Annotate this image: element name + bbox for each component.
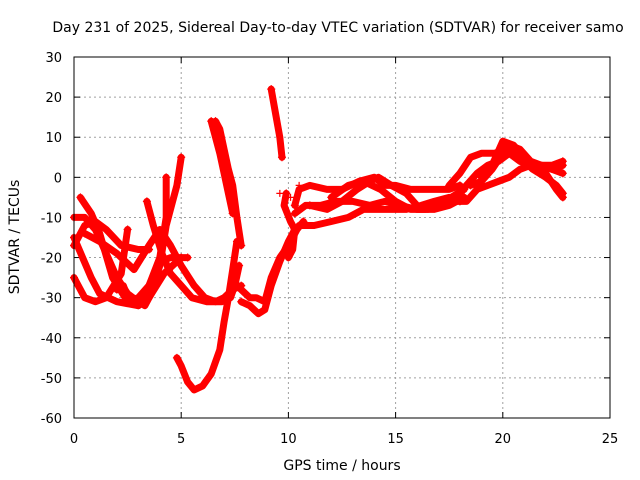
data-point [207, 117, 216, 126]
plot-frame [73, 56, 611, 419]
y-tick-label: -10 [41, 211, 62, 226]
x-axis-ticks: 0 5 10 15 20 25 [70, 57, 618, 447]
y-axis-label: SDTVAR / TECUs [7, 180, 23, 295]
data-point [558, 193, 567, 202]
data-point [466, 181, 475, 190]
data-trace [207, 117, 237, 217]
data-point [142, 197, 151, 206]
data-point [228, 209, 237, 218]
y-tick-label: -30 [41, 292, 62, 307]
x-tick-label: 15 [387, 432, 404, 447]
data-point [177, 153, 186, 162]
y-tick-label: -20 [41, 252, 62, 267]
data-point [237, 297, 246, 306]
data-trace [70, 234, 185, 310]
data-trace [237, 226, 299, 318]
data-point [290, 209, 299, 218]
data-point [277, 153, 286, 162]
y-tick-label: 20 [45, 91, 62, 106]
data-trace [70, 226, 132, 306]
data-point [183, 253, 192, 262]
data-point [327, 193, 336, 202]
data-trace [280, 189, 299, 262]
data-point [162, 173, 171, 182]
data-point [267, 85, 276, 94]
y-tick-label: 30 [45, 51, 62, 66]
grid [74, 57, 610, 418]
data-point [290, 201, 299, 210]
data-point [295, 221, 304, 230]
data-trace [113, 254, 192, 310]
data-point [445, 181, 454, 190]
data-point [287, 193, 295, 201]
x-tick-label: 20 [495, 432, 512, 447]
x-tick-label: 5 [177, 432, 185, 447]
y-tick-label: 0 [54, 171, 62, 186]
x-tick-label: 10 [280, 432, 297, 447]
y-tick-label: -40 [41, 332, 62, 347]
data-point [282, 189, 291, 198]
data-trace [477, 137, 567, 201]
data-point [276, 189, 284, 197]
chart-title: Day 231 of 2025, Sidereal Day-to-day VTE… [52, 20, 623, 36]
y-tick-label: -50 [41, 372, 62, 387]
data-trace [70, 218, 153, 253]
data-trace [173, 238, 241, 394]
y-axis-ticks: 30 20 10 0 -10 -20 -30 -40 -50 -60 [41, 51, 610, 427]
data-trace [267, 85, 286, 161]
data-point [558, 169, 567, 178]
data-point [123, 225, 132, 234]
data-point [451, 193, 460, 202]
data-point [295, 181, 303, 189]
data-trace [212, 117, 245, 249]
data-point [477, 173, 486, 182]
x-tick-label: 25 [602, 432, 619, 447]
data-point [232, 281, 241, 290]
data-point [237, 241, 246, 250]
data-point [558, 161, 567, 170]
data-point [172, 353, 181, 362]
y-tick-label: -60 [41, 412, 62, 427]
data-point [305, 201, 314, 210]
data-point [80, 229, 89, 238]
y-tick-label: 10 [45, 131, 62, 146]
plot-data [70, 85, 567, 394]
data-point [76, 193, 85, 202]
data-point [112, 285, 121, 294]
data-point [284, 253, 293, 262]
x-axis-label: GPS time / hours [283, 458, 400, 474]
x-tick-label: 0 [70, 432, 78, 447]
